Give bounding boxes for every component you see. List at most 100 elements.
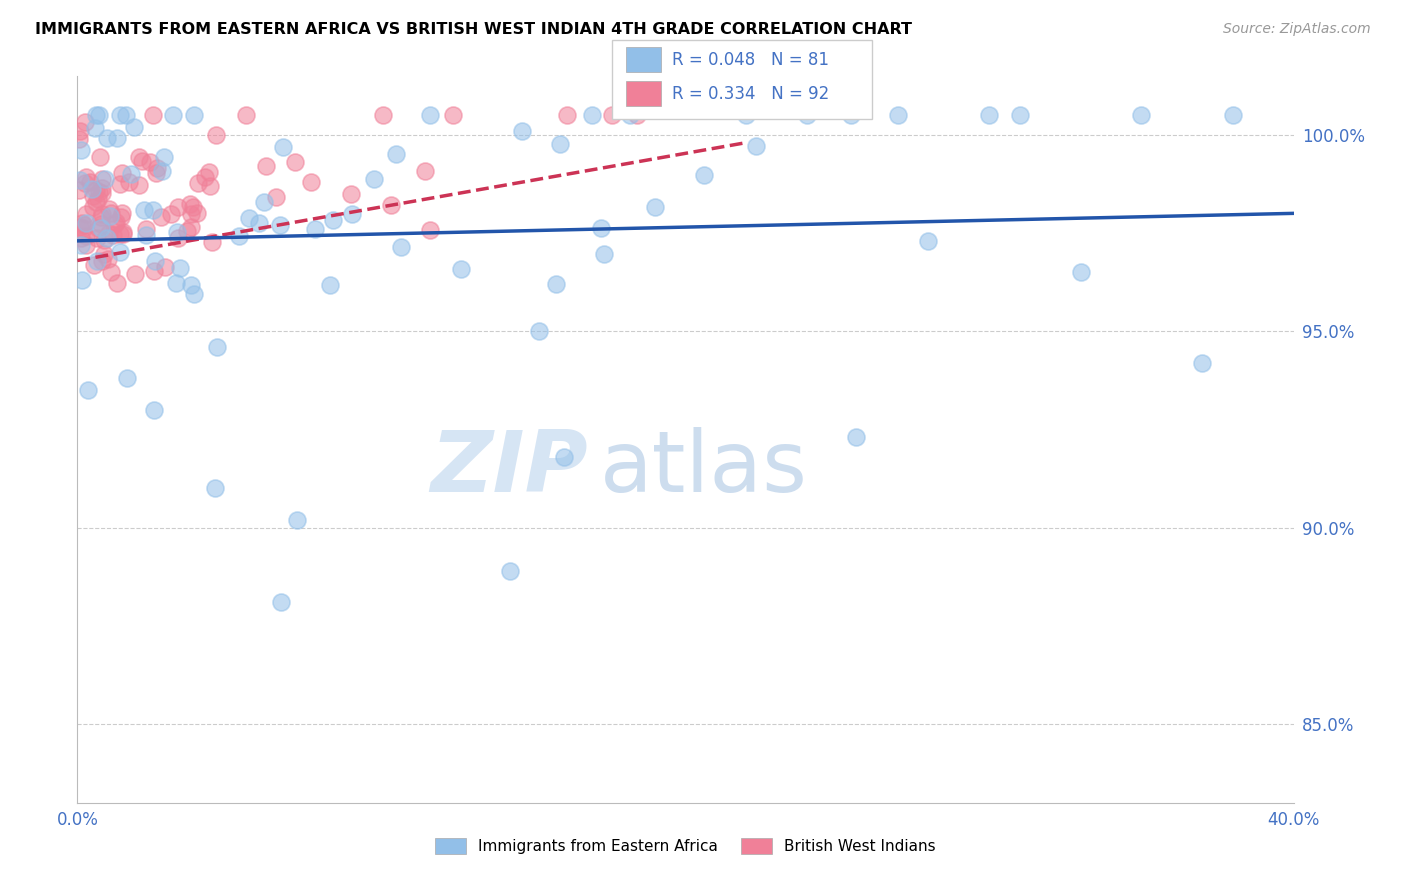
Point [87,185,110,199]
Point [84,108,107,122]
Point [917,234,939,248]
Point [100,205,122,219]
Point [340,206,363,220]
Point [67,183,90,197]
Point [84,195,107,210]
Point [247,216,270,230]
Point [839,108,862,122]
Point [91,186,114,201]
Point [82,182,104,196]
Point [72,216,94,230]
Point [145,166,167,180]
Point [87,108,110,122]
Point [166,230,188,244]
Point [90,172,112,186]
Point [180,278,202,293]
Point [103,227,125,242]
Point [75,228,97,243]
Point [110,227,132,241]
Point [73,218,96,232]
Point [450,262,472,277]
Point [122,120,145,135]
Point [111,166,134,180]
Point [108,108,131,122]
Point [254,160,277,174]
Point [198,178,221,193]
Point [180,220,202,235]
Point [96,231,118,245]
Point [75,169,97,184]
Point [266,190,288,204]
Point [86,192,108,206]
Point [86,254,108,268]
Point [228,228,250,243]
Point [581,108,603,122]
Point [152,150,174,164]
Point [104,215,127,229]
Point [83,258,105,272]
Point [142,263,165,277]
Point [166,225,188,239]
Point [75,237,97,252]
Point [96,131,118,145]
Point [86,231,108,245]
Point [385,146,408,161]
Point [271,140,294,154]
Point [97,252,120,266]
Point [90,221,112,235]
Point [77,383,100,397]
Point [111,227,134,242]
Point [553,450,575,464]
Point [413,164,436,178]
Point [693,168,716,182]
Point [111,206,134,220]
Point [1191,356,1213,370]
Point [128,150,150,164]
Point [98,209,121,223]
Point [69,219,91,234]
Point [1008,108,1031,122]
Point [111,225,134,239]
Text: R = 0.048   N = 81: R = 0.048 N = 81 [672,51,830,69]
Point [322,212,344,227]
Point [887,108,910,122]
Point [235,108,257,122]
Point [94,171,117,186]
Point [89,150,111,164]
Point [555,108,578,122]
Point [75,216,97,230]
Point [70,143,93,157]
Point [548,137,571,152]
Point [299,175,322,189]
Point [285,513,308,527]
Point [180,207,202,221]
Point [735,108,758,122]
Legend: Immigrants from Eastern Africa, British West Indians: Immigrants from Eastern Africa, British … [429,832,942,861]
Point [169,260,191,275]
Point [142,108,165,122]
Point [105,277,128,291]
Point [134,202,156,217]
Point [186,206,208,220]
Point [179,197,201,211]
Point [796,108,818,122]
Point [84,120,107,135]
Point [1070,265,1092,279]
Point [115,108,138,122]
Point [146,161,169,175]
Point [380,198,402,212]
Point [283,155,305,169]
Point [165,277,187,291]
Point [69,124,91,138]
Point [160,207,183,221]
Point [626,108,648,122]
Point [91,180,114,194]
Point [128,178,150,192]
Point [110,245,132,260]
Point [91,254,114,268]
Point [143,402,166,417]
Point [75,207,97,221]
Point [98,202,121,217]
Point [69,237,91,252]
Point [499,564,522,578]
